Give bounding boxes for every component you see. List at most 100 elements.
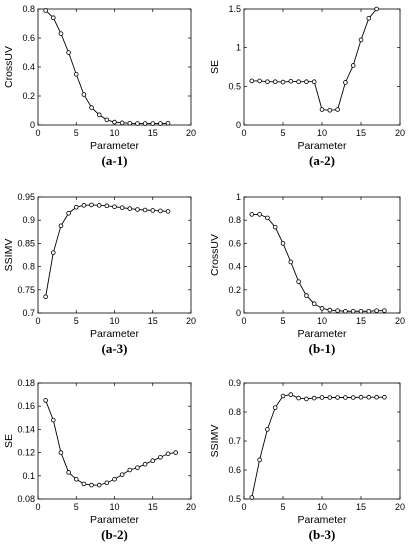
data-point (119, 472, 125, 477)
x-axis-label: Parameter (90, 328, 140, 340)
data-point (265, 215, 270, 221)
panel-label: (a-1) (102, 153, 128, 168)
x-tick-label: 15 (356, 316, 366, 326)
series-line (251, 394, 385, 498)
plot-frame (243, 382, 401, 500)
panel-label: (b-1) (309, 341, 336, 356)
data-point (165, 209, 171, 214)
x-tick-label: 5 (280, 502, 285, 512)
panel-label: (a-2) (309, 153, 335, 168)
y-tick-label: 0 (30, 120, 35, 130)
y-tick-label: 0.5 (228, 494, 241, 504)
data-point (327, 307, 333, 313)
y-tick-label: 0.7 (22, 308, 35, 318)
data-point (58, 31, 64, 36)
data-point (296, 279, 301, 284)
data-point (288, 79, 294, 84)
y-tick-label: 0.16 (17, 401, 35, 411)
x-tick-label: 5 (74, 128, 79, 138)
data-point (280, 241, 286, 246)
x-axis-label: Parameter (297, 140, 347, 152)
data-point (81, 203, 87, 208)
data-point (112, 476, 117, 482)
y-tick-label: 0.4 (228, 262, 241, 272)
data-point (249, 495, 255, 500)
data-point (127, 120, 133, 126)
x-tick-label: 10 (317, 502, 327, 512)
data-point (366, 308, 372, 314)
x-tick-label: 20 (395, 128, 405, 138)
x-axis-label: Parameter (297, 514, 347, 526)
x-tick-label: 15 (148, 502, 158, 512)
chart-panel-6: 0 5 10 15 20 0.5 0.6 0.7 0.8 0.9 Parameter SSIMV (b-… (209, 378, 405, 542)
x-tick-label: 0 (241, 316, 246, 326)
data-point (104, 480, 110, 486)
series-line (45, 10, 169, 125)
y-tick-label: 0.2 (22, 91, 35, 101)
series-line (251, 8, 377, 111)
plot-frame (37, 8, 192, 126)
data-point (142, 461, 148, 467)
data-point (280, 79, 286, 85)
y-tick-label: 0.4 (22, 62, 35, 72)
data-point (272, 79, 278, 84)
data-point (272, 405, 278, 410)
y-tick-label: 0.1 (22, 471, 35, 481)
x-tick-label: 15 (148, 316, 158, 326)
y-tick-label: 1 (236, 192, 241, 202)
panel-label: (a-3) (102, 341, 128, 356)
plot-frame (37, 196, 192, 314)
data-point (112, 204, 117, 210)
data-point (350, 395, 356, 400)
data-point (119, 205, 125, 210)
data-point (382, 394, 387, 400)
x-tick-label: 15 (356, 502, 366, 512)
data-point (66, 210, 71, 216)
data-point (366, 15, 372, 21)
data-point (257, 457, 262, 463)
y-axis-label: SE (3, 434, 15, 448)
data-point (311, 395, 317, 401)
data-point (343, 80, 348, 85)
data-point (165, 451, 171, 457)
data-point (173, 450, 179, 455)
data-point (350, 308, 356, 314)
data-point (319, 395, 325, 400)
data-point (327, 108, 333, 113)
y-tick-label: 0.8 (228, 215, 241, 225)
data-point (50, 15, 56, 21)
y-tick-label: 0.14 (17, 424, 35, 434)
data-point (58, 450, 64, 455)
data-point (304, 293, 309, 298)
data-point (319, 306, 325, 311)
y-tick-label: 0.8 (22, 4, 35, 14)
data-point (50, 250, 56, 255)
series-line (45, 204, 169, 297)
data-point (374, 308, 379, 313)
data-point (158, 208, 163, 214)
x-tick-label: 0 (241, 128, 246, 138)
y-tick-label: 0.85 (17, 238, 35, 248)
data-point (272, 224, 278, 230)
data-point (150, 121, 156, 126)
data-point (335, 308, 340, 313)
data-point (358, 37, 364, 43)
data-point (96, 112, 102, 118)
data-point (73, 476, 79, 482)
y-tick-label: 0.12 (17, 448, 35, 458)
data-point (43, 294, 48, 300)
data-point (288, 392, 294, 397)
x-tick-label: 20 (186, 316, 196, 326)
y-tick-label: 0.6 (22, 33, 35, 43)
chart-panel-3: 0 5 10 15 20 0.7 0.75 0.8 0.85 0.9 0.95 Parameter SS… (3, 192, 196, 356)
data-point (142, 121, 148, 126)
data-point (319, 107, 325, 112)
data-point (142, 207, 148, 213)
data-point (165, 120, 171, 126)
data-point (112, 119, 117, 125)
y-tick-label: 1 (236, 43, 241, 53)
y-tick-label: 0.5 (228, 81, 241, 91)
data-point (335, 107, 340, 112)
data-point (350, 63, 356, 68)
